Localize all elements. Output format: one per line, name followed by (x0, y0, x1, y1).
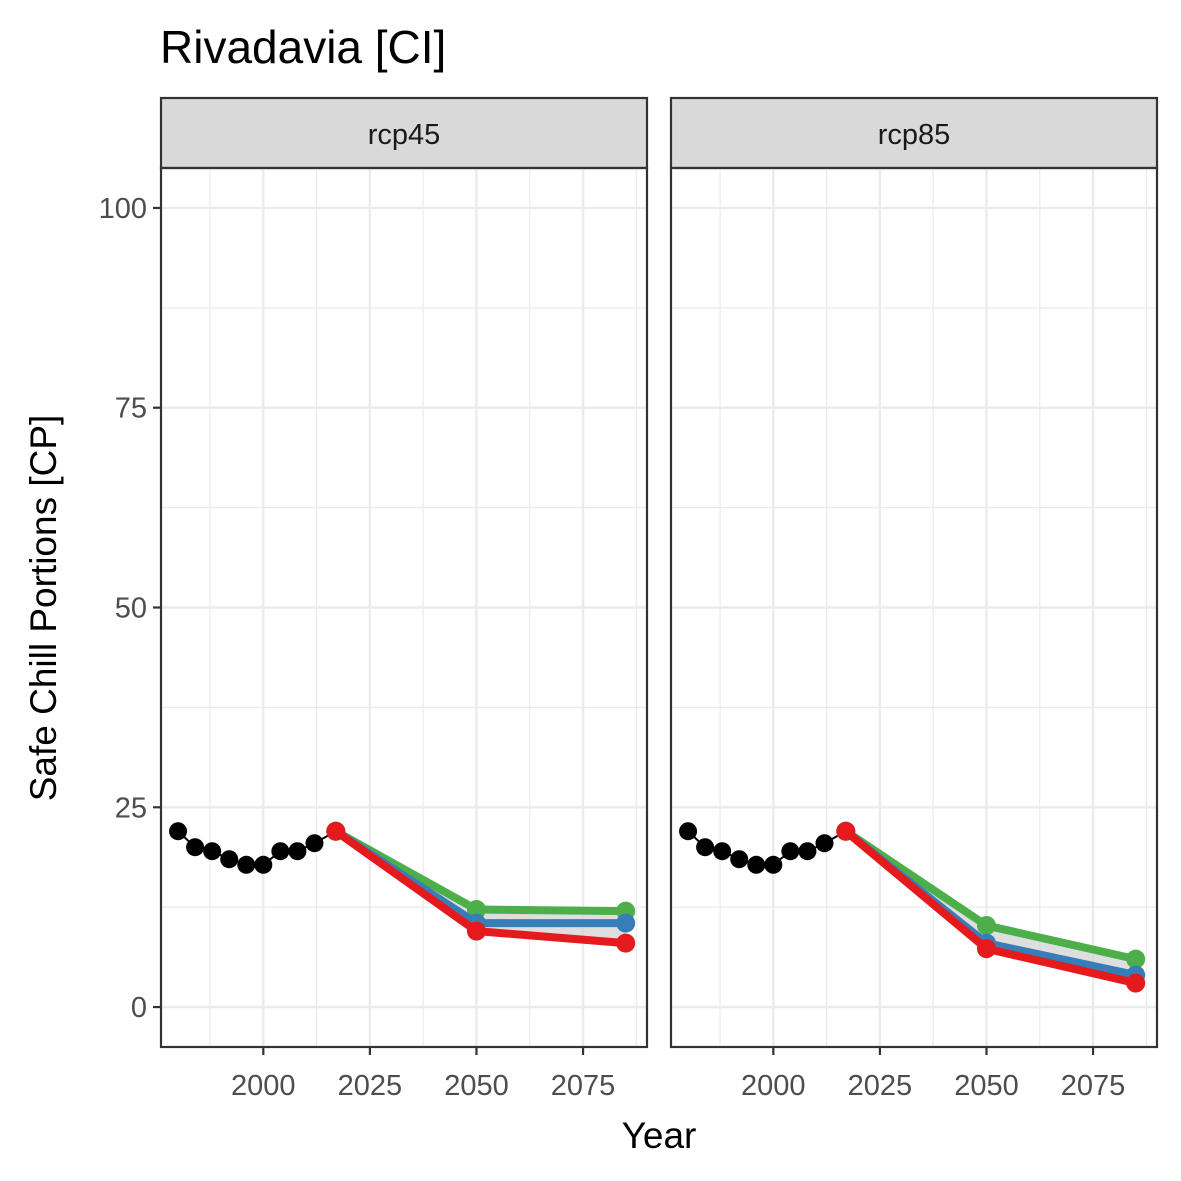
historic-point (305, 834, 324, 853)
strip-label-rcp45: rcp45 (368, 119, 441, 151)
panel-rcp85: 2000 2025 2050 2075 rcp85 (669, 96, 1159, 1102)
intermediate-point (616, 913, 636, 933)
y-tick-label: 0 (131, 992, 147, 1024)
pessimistic-point (836, 821, 856, 841)
facet-strip (669, 96, 1159, 170)
historic-point (781, 842, 800, 861)
historic-point (203, 842, 222, 861)
x-tick-label: 2000 (231, 1070, 296, 1102)
pessimistic-point (326, 821, 346, 841)
x-tick-label: 2025 (338, 1070, 403, 1102)
y-tick-label: 50 (115, 593, 147, 625)
historic-point (679, 822, 698, 841)
panel-rcp45: 2000 2025 2050 2075 rcp45 (159, 96, 649, 1102)
pessimistic-point (616, 933, 636, 953)
y-axis-label: Safe Chill Portions [CP] (23, 415, 64, 802)
pessimistic-point (466, 921, 486, 941)
facet-strip (159, 96, 649, 170)
pessimistic-point (1126, 973, 1146, 993)
x-tick-label: 2075 (1061, 1070, 1126, 1102)
historic-point (271, 842, 290, 861)
y-tick-label: 75 (115, 393, 147, 425)
historic-point (713, 842, 732, 861)
x-tick-label: 2075 (551, 1070, 616, 1102)
historic-point (237, 855, 256, 874)
historic-point (186, 838, 205, 857)
historic-point (747, 855, 766, 874)
chart-title: Rivadavia [CI] (160, 21, 446, 73)
y-tick-label: 100 (99, 193, 147, 225)
optimistic-point (466, 900, 486, 920)
x-axis-label: Year (622, 1115, 697, 1156)
historic-point (730, 850, 749, 869)
optimistic-point (1126, 949, 1146, 969)
x-tick-label: 2050 (444, 1070, 509, 1102)
x-tick-label: 2025 (848, 1070, 913, 1102)
strip-label-rcp85: rcp85 (878, 119, 951, 151)
x-tick-label: 2050 (954, 1070, 1019, 1102)
historic-point (764, 855, 783, 874)
historic-point (288, 842, 307, 861)
historic-point (696, 838, 715, 857)
historic-point (798, 842, 817, 861)
scenario-ribbon (335, 831, 626, 944)
panel-border (669, 166, 1159, 1049)
x-tick-label: 2000 (741, 1070, 806, 1102)
historic-point (254, 855, 273, 874)
optimistic-point (976, 916, 996, 936)
pessimistic-point (976, 939, 996, 959)
historic-point (169, 822, 188, 841)
y-axis: 0 25 50 75 100 (99, 193, 161, 1024)
y-tick-label: 25 (115, 792, 147, 824)
historic-point (815, 834, 834, 853)
historic-point (220, 850, 239, 869)
